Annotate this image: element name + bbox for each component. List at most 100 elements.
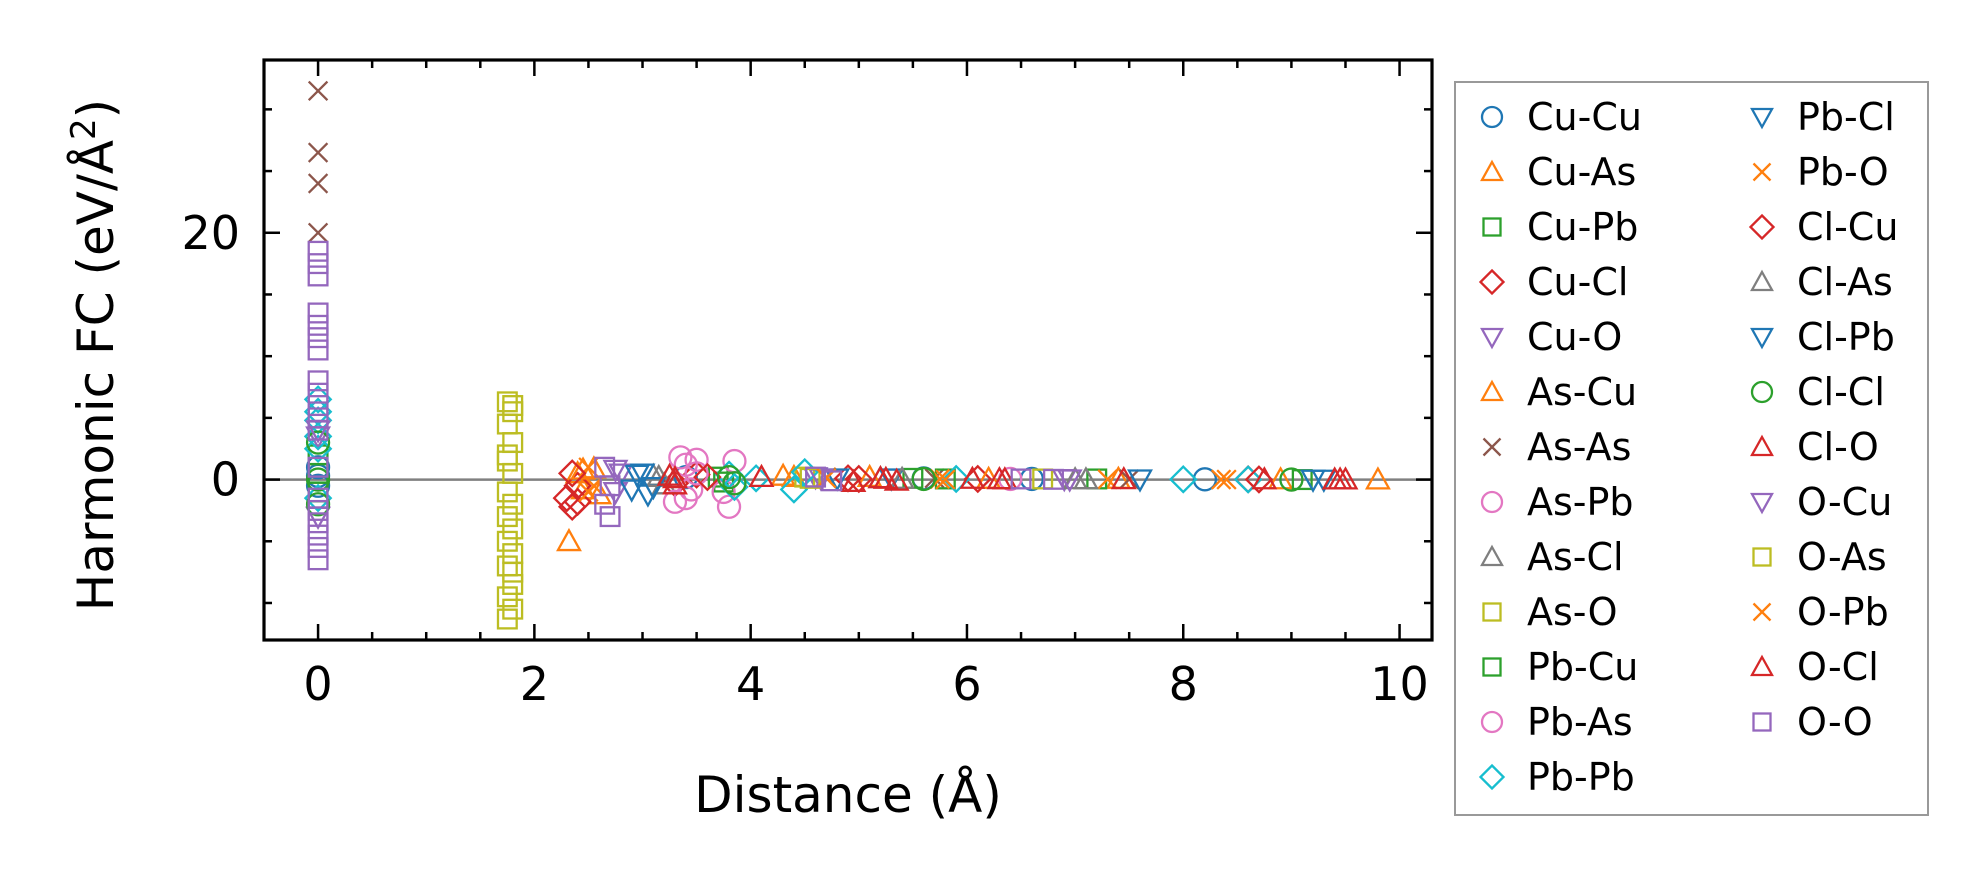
legend-marker-cl-o: [1750, 434, 1774, 457]
axes: 0 2 4 6 8 10 0 20: [181, 58, 1434, 711]
legend-marker-o-as: [1752, 547, 1772, 567]
point-o-cu: [1056, 469, 1083, 493]
point-o-cu: [602, 459, 629, 484]
point-o-as: [496, 444, 518, 466]
point-as-cu: [1267, 466, 1294, 490]
point-pb-pb: [941, 464, 971, 494]
legend-entry-as-cl: As-Cl: [1480, 535, 1624, 579]
point-cu-cu: [305, 455, 331, 480]
point-o-o: [307, 302, 329, 324]
legend-entry-cu-o: Cu-O: [1480, 315, 1622, 359]
x-tick-label: 10: [1370, 657, 1429, 711]
legend-label: Cu-Pb: [1527, 205, 1638, 249]
point-cu-o: [607, 463, 634, 487]
data-marks: [264, 80, 1432, 630]
plot-frame: [262, 58, 1434, 642]
legend-entry-cl-o: Cl-O: [1750, 425, 1879, 469]
point-as-as: [307, 80, 329, 102]
point-o-o: [307, 487, 329, 509]
legend-label: As-As: [1527, 425, 1631, 469]
point-as-as: [307, 142, 329, 163]
legend-marker-o-o: [1752, 712, 1772, 732]
x-tick-label: 8: [1169, 657, 1198, 711]
point-o-o: [307, 407, 329, 429]
point-o-cl: [1327, 466, 1354, 490]
point-cl-pb: [1310, 469, 1337, 493]
point-o-o: [307, 314, 329, 336]
legend-label: Cu-Cl: [1527, 260, 1628, 304]
legend-label: Cl-Pb: [1797, 315, 1895, 359]
y-tick-label: 0: [211, 453, 240, 507]
point-cl-o: [840, 468, 867, 492]
point-cl-o: [1110, 465, 1137, 490]
point-pb-as: [684, 447, 709, 472]
point-as-o: [502, 573, 524, 595]
legend-entry-pb-cu: Pb-Cu: [1482, 645, 1638, 689]
y-axis-label-main: Harmonic FC (eV/Å: [67, 140, 125, 611]
legend-entry-as-pb: As-Pb: [1480, 480, 1634, 524]
legend-entry-cl-as: Cl-As: [1750, 260, 1893, 304]
point-o-o: [307, 240, 329, 262]
point-as-pb: [716, 494, 742, 519]
point-o-pb: [935, 469, 956, 490]
point-pb-pb: [741, 464, 771, 493]
legend-label: As-O: [1527, 590, 1617, 634]
legend-label: Cl-Cl: [1797, 370, 1885, 414]
legend-label: Pb-Cu: [1527, 645, 1638, 689]
legend-marker-pb-cl: [1750, 107, 1774, 130]
legend-marker-as-cl: [1480, 544, 1504, 567]
point-pb-pb: [1233, 465, 1263, 494]
point-cl-cl: [305, 492, 331, 517]
point-o-o: [307, 253, 329, 275]
point-cl-cu: [557, 459, 587, 488]
point-cu-cl: [682, 460, 711, 489]
point-as-as: [307, 222, 329, 243]
legend-marker-cu-cl: [1478, 268, 1506, 296]
legend-label: Cl-As: [1797, 260, 1893, 304]
point-as-o: [496, 481, 518, 503]
legend-label: O-Cl: [1797, 645, 1879, 689]
legend-label: Cl-O: [1797, 425, 1879, 469]
legend-entry-cu-cl: Cu-Cl: [1478, 260, 1628, 304]
legend-marker-cl-cl: [1750, 380, 1774, 404]
point-o-o: [307, 327, 329, 349]
point-cl-o: [959, 465, 986, 489]
point-cl-as: [889, 465, 916, 489]
legend-entry-pb-o: Pb-O: [1752, 150, 1889, 194]
y-axis-label: Harmonic FC (eV/Å2): [64, 99, 125, 611]
point-cl-cl: [722, 471, 747, 496]
legend-marker-as-as: [1482, 437, 1502, 457]
point-cl-pb: [624, 464, 651, 489]
point-pb-pb: [779, 475, 809, 504]
point-o-cl: [662, 464, 688, 489]
point-cu-cu: [305, 473, 331, 498]
point-cu-cl: [552, 483, 582, 513]
point-as-pb: [679, 477, 704, 502]
point-cl-pb: [640, 477, 667, 501]
legend-entry-cu-pb: Cu-Pb: [1482, 205, 1638, 249]
legend-entry-o-pb: O-Pb: [1752, 590, 1889, 634]
point-as-cu: [780, 463, 807, 488]
point-o-o: [599, 506, 621, 528]
legend-label: As-Cl: [1527, 535, 1624, 579]
legend-label: As-Cu: [1527, 370, 1637, 414]
point-as-o: [502, 432, 524, 454]
legend-entry-pb-pb: Pb-Pb: [1478, 755, 1635, 799]
legend-entry-cl-pb: Cl-Pb: [1750, 315, 1895, 359]
point-cl-cl: [716, 464, 742, 490]
legend-label: O-Pb: [1797, 590, 1889, 634]
legend-marker-cl-as: [1750, 269, 1774, 292]
legend-entry-as-as: As-As: [1482, 425, 1631, 469]
legend-entry-as-o: As-O: [1482, 590, 1617, 634]
y-axis-label-close: ): [67, 99, 125, 119]
legend-entry-cu-as: Cu-As: [1480, 150, 1636, 194]
legend-frame: [1454, 81, 1929, 816]
legend-marker-pb-pb: [1478, 763, 1506, 791]
legend-entry-pb-cl: Pb-Cl: [1750, 95, 1895, 139]
point-o-as: [502, 561, 524, 583]
point-o-o: [307, 456, 329, 478]
legend-label: Pb-Pb: [1527, 755, 1635, 799]
legend-marker-pb-o: [1752, 162, 1772, 182]
point-o-cl: [872, 465, 899, 489]
point-cl-cl: [911, 466, 936, 492]
